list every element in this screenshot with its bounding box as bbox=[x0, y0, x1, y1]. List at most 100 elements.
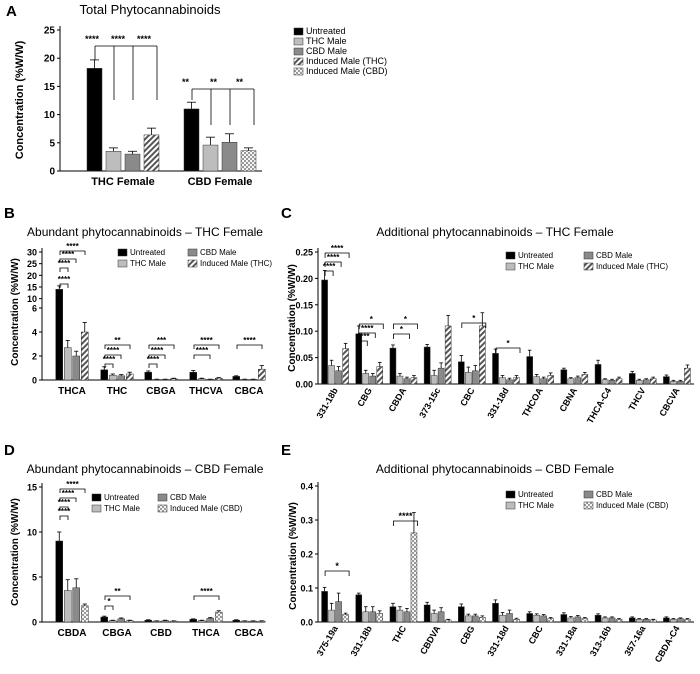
legend-swatch bbox=[117, 248, 128, 257]
bar-e-2-1 bbox=[396, 609, 404, 623]
bar-c-4-2 bbox=[472, 370, 479, 385]
category-label: CBCA bbox=[235, 628, 264, 639]
significance-bracket bbox=[148, 344, 175, 349]
significance-bracket bbox=[358, 323, 384, 329]
bar-b-1-2 bbox=[117, 375, 125, 381]
bar-d-1-2 bbox=[117, 618, 125, 623]
legend-swatch bbox=[293, 27, 304, 36]
bar-d-3-1 bbox=[198, 620, 206, 623]
category-label: CBD Female bbox=[188, 176, 253, 188]
significance-bracket bbox=[59, 506, 69, 511]
category-label: 375-19a bbox=[315, 623, 341, 657]
y-tick-label: 0 bbox=[32, 376, 37, 386]
bar-d-2-0 bbox=[144, 619, 152, 623]
bar-c-1-3 bbox=[376, 366, 384, 385]
legend-label: THC Male bbox=[306, 36, 347, 46]
legend-label: Induced Male (CBD) bbox=[306, 66, 388, 76]
bar-c-3-1 bbox=[430, 375, 438, 385]
bar-e-10-0 bbox=[663, 617, 670, 623]
bar-c-3-2 bbox=[437, 367, 445, 385]
panel-label-a: A bbox=[6, 3, 17, 20]
significance-label: **** bbox=[111, 34, 126, 44]
panel-a-title: Total Phytocannabinoids bbox=[80, 2, 221, 17]
significance-bracket bbox=[324, 261, 342, 267]
bar-c-9-2 bbox=[642, 379, 650, 385]
bar-e-5-3 bbox=[513, 619, 520, 623]
category-label: CBDVA bbox=[418, 624, 443, 657]
bar-e-0-3 bbox=[342, 614, 349, 623]
significance-bracket bbox=[461, 322, 487, 328]
legend-swatch bbox=[293, 57, 304, 66]
significance-bracket bbox=[148, 363, 158, 368]
bar-b-1-3 bbox=[126, 373, 134, 381]
bar-e-4-1 bbox=[465, 615, 472, 623]
category-label: 313-16b bbox=[588, 624, 614, 658]
category-label: CBC bbox=[458, 386, 477, 408]
bar-b-2-0 bbox=[144, 371, 152, 381]
significance-bracket bbox=[236, 344, 263, 349]
significance-label: **** bbox=[327, 253, 340, 262]
bar-e-6-3 bbox=[547, 618, 554, 623]
legend-label: Induced Male (THC) bbox=[200, 259, 272, 268]
bar-d-1-3 bbox=[126, 620, 134, 623]
bar-c-6-3 bbox=[547, 375, 554, 385]
bar-e-6-0 bbox=[526, 613, 533, 623]
y-tick-label: 10 bbox=[44, 110, 56, 121]
y-tick-label: 5 bbox=[49, 138, 55, 149]
bar-a-1-4 bbox=[240, 150, 257, 172]
legend-swatch bbox=[505, 262, 516, 271]
significance-label: **** bbox=[66, 480, 79, 489]
legend-swatch bbox=[117, 259, 128, 268]
bar-e-3-1 bbox=[430, 613, 438, 623]
bar-c-2-1 bbox=[396, 375, 404, 385]
bar-e-4-2 bbox=[472, 615, 479, 623]
bar-e-1-0 bbox=[355, 594, 363, 623]
legend-label: Untreated bbox=[130, 248, 165, 257]
bar-b-0-1 bbox=[64, 347, 72, 381]
significance-bracket bbox=[59, 267, 69, 272]
category-label: THC bbox=[390, 624, 408, 645]
bar-e-2-0 bbox=[389, 606, 397, 623]
bar-c-8-1 bbox=[601, 379, 609, 385]
bar-d-4-3 bbox=[258, 620, 266, 623]
significance-bracket bbox=[324, 252, 350, 258]
bar-e-10-3 bbox=[684, 619, 691, 623]
bar-e-3-2 bbox=[437, 611, 445, 623]
significance-label: ** bbox=[210, 77, 218, 87]
legend-label: Induced Male (THC) bbox=[596, 262, 668, 271]
significance-bracket bbox=[59, 488, 86, 493]
bar-e-2-3 bbox=[410, 532, 418, 623]
bar-d-2-3 bbox=[170, 620, 178, 623]
category-label: 331-18b bbox=[349, 624, 375, 658]
significance-label: **** bbox=[58, 507, 71, 516]
bar-c-8-0 bbox=[594, 364, 602, 385]
significance-label: **** bbox=[357, 332, 370, 341]
significance-label: * bbox=[335, 561, 339, 571]
significance-bracket bbox=[104, 363, 114, 368]
y-tick-label: 4 bbox=[32, 328, 37, 338]
legend-label: Untreated bbox=[306, 26, 346, 36]
category-label: THCOA bbox=[520, 386, 545, 419]
significance-bracket bbox=[324, 270, 334, 276]
category-label: CBDA bbox=[58, 628, 87, 639]
bar-c-7-0 bbox=[560, 369, 568, 385]
significance-label: **** bbox=[62, 250, 75, 259]
y-tick-label: 0.2 bbox=[300, 550, 313, 560]
bar-b-3-0 bbox=[189, 371, 197, 381]
significance-bracket bbox=[104, 595, 131, 600]
panel-label-d: D bbox=[4, 442, 15, 459]
significance-label: **** bbox=[107, 346, 120, 355]
category-label: CBDA-C4 bbox=[653, 624, 682, 664]
category-label: 357-16a bbox=[622, 623, 648, 657]
legend-swatch bbox=[157, 504, 168, 513]
category-label: CBD bbox=[150, 628, 172, 639]
significance-label: **** bbox=[331, 244, 344, 253]
significance-label: **** bbox=[151, 346, 164, 355]
panel-e-title: Additional phytocannabinoids – CBD Femal… bbox=[376, 462, 614, 476]
significance-label: **** bbox=[66, 242, 79, 251]
bar-a-1-1 bbox=[202, 144, 219, 172]
legend-swatch bbox=[293, 37, 304, 46]
panel-d-title: Abundant phytocannabinoids – CBD Female bbox=[27, 462, 264, 476]
bar-e-8-0 bbox=[594, 614, 602, 623]
